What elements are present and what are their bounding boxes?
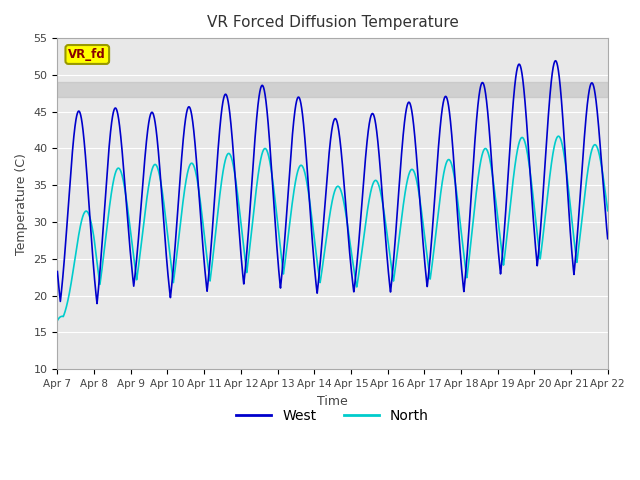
North <box>555 133 563 139</box>
X-axis label: Time: Time <box>317 395 348 408</box>
Line: North: North <box>58 136 608 321</box>
West <box>487 152 495 157</box>
Text: VR_fd: VR_fd <box>68 48 106 61</box>
Y-axis label: Temperature (C): Temperature (C) <box>15 153 28 254</box>
West <box>152 129 160 135</box>
West <box>456 245 464 251</box>
North <box>152 162 160 168</box>
North <box>604 208 612 214</box>
North <box>312 249 320 255</box>
West <box>604 230 611 236</box>
Title: VR Forced Diffusion Temperature: VR Forced Diffusion Temperature <box>207 15 458 30</box>
Bar <box>58 82 608 97</box>
North <box>54 318 61 324</box>
West <box>312 281 320 287</box>
West <box>552 58 559 64</box>
Legend: West, North: West, North <box>231 403 435 429</box>
Line: West: West <box>58 61 608 303</box>
North <box>487 163 495 168</box>
West <box>426 262 433 268</box>
West <box>93 300 101 306</box>
North <box>426 271 433 276</box>
North <box>456 216 463 222</box>
West <box>604 236 612 241</box>
North <box>604 203 611 209</box>
West <box>54 269 61 275</box>
